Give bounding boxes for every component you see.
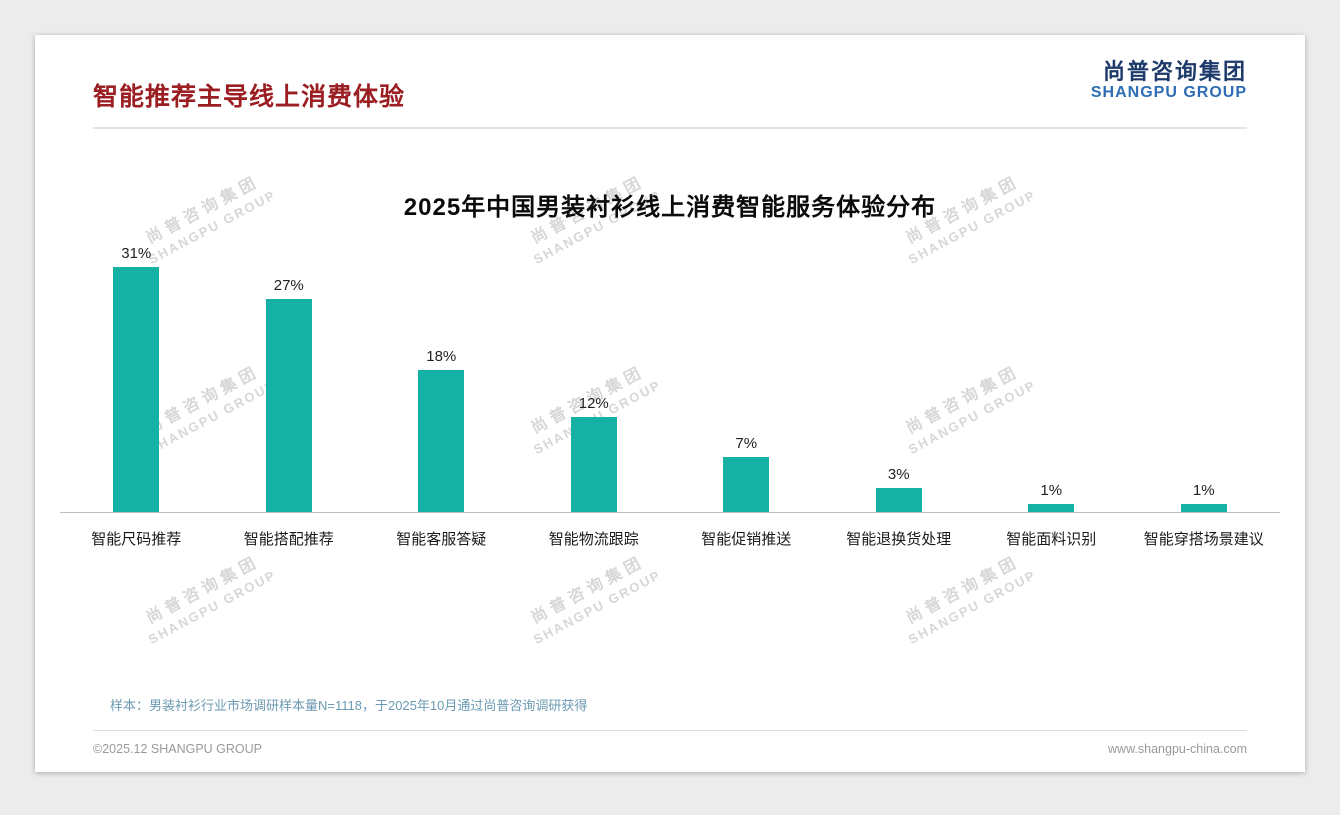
bar-column: 27% xyxy=(213,277,366,512)
footer: ©2025.12 SHANGPU GROUP www.shangpu-china… xyxy=(93,730,1247,756)
bar-column: 1% xyxy=(1128,482,1281,512)
footer-copyright: ©2025.12 SHANGPU GROUP xyxy=(93,742,262,756)
footer-website: www.shangpu-china.com xyxy=(1108,742,1247,756)
logo-chinese-text: 尚普咨询集团 xyxy=(1102,59,1247,84)
bar xyxy=(570,417,617,512)
bar-value-label: 18% xyxy=(426,348,457,365)
chart-title: 2025年中国男装衬衫线上消费智能服务体验分布 xyxy=(403,194,937,221)
bar-value-label: 7% xyxy=(735,435,758,452)
header: 智能推荐主导线上消费体验 尚普咨询集团 SHANGPU GROUP xyxy=(35,35,1305,113)
category-label: 智能搭配推荐 xyxy=(243,531,334,548)
category-label: 智能穿搭场景建议 xyxy=(1143,531,1264,548)
bar xyxy=(1180,504,1227,512)
bar-value-label: 31% xyxy=(121,245,152,262)
bar-column: 31% xyxy=(60,245,213,512)
bar-value-label: 1% xyxy=(1040,482,1063,499)
bar xyxy=(723,457,770,512)
bar-value-label: 27% xyxy=(273,277,304,294)
watermark: 尚普咨询集团 SHANGPU GROUP xyxy=(528,553,664,648)
bar-value-label: 12% xyxy=(578,395,609,412)
bar-column: 12% xyxy=(518,395,671,512)
category-label: 智能客服答疑 xyxy=(396,531,487,548)
category-label: 智能退换货处理 xyxy=(846,531,952,548)
bar-column: 1% xyxy=(975,482,1128,512)
slide-card: 尚普咨询集团 SHANGPU GROUP 尚普咨询集团 SHANGPU GROUP 尚普… xyxy=(35,35,1305,772)
x-axis-line xyxy=(60,512,1280,513)
bar-chart: 31% 27% 18% 12% 7% 3% 1% 1% 智能尺码推荐 智能搭配推荐 智能客服答疑智… xyxy=(60,230,1280,549)
sample-note: 样本：男装衬衫行业市场调研样本量N=1118，于2025年10月通过尚普咨询调研… xyxy=(110,698,588,713)
bar-column: 7% xyxy=(670,435,823,512)
company-logo: 尚普咨询集团 SHANGPU GROUP xyxy=(1091,59,1247,103)
bar xyxy=(265,299,312,512)
watermark: 尚普咨询集团 SHANGPU GROUP xyxy=(143,553,279,648)
category-label: 智能面料识别 xyxy=(1006,531,1097,548)
category-label: 智能尺码推荐 xyxy=(91,531,182,548)
bar-column: 3% xyxy=(823,466,976,512)
watermark: 尚普咨询集团 SHANGPU GROUP xyxy=(903,553,1039,648)
page-title: 智能推荐主导线上消费体验 xyxy=(93,83,406,111)
bar xyxy=(113,267,160,512)
logo-english-text: SHANGPU GROUP xyxy=(1090,84,1247,102)
category-label: 智能物流跟踪 xyxy=(548,531,639,548)
bar-value-label: 1% xyxy=(1192,482,1215,499)
category-label: 智能促销推送 xyxy=(701,531,792,548)
title-divider xyxy=(93,127,1247,129)
bar-column: 18% xyxy=(365,348,518,512)
category-labels-row: 智能尺码推荐 智能搭配推荐 智能客服答疑 智能物流跟踪 智能促销推送 智能退换货处理 智能面… xyxy=(60,513,1280,549)
bar xyxy=(875,488,922,512)
bar xyxy=(1028,504,1075,512)
bar xyxy=(418,370,465,512)
bar-value-label: 3% xyxy=(887,466,910,483)
chart-plot-area: 31% 27% 18% 12% 7% 3% 1% 1% xyxy=(60,230,1280,512)
